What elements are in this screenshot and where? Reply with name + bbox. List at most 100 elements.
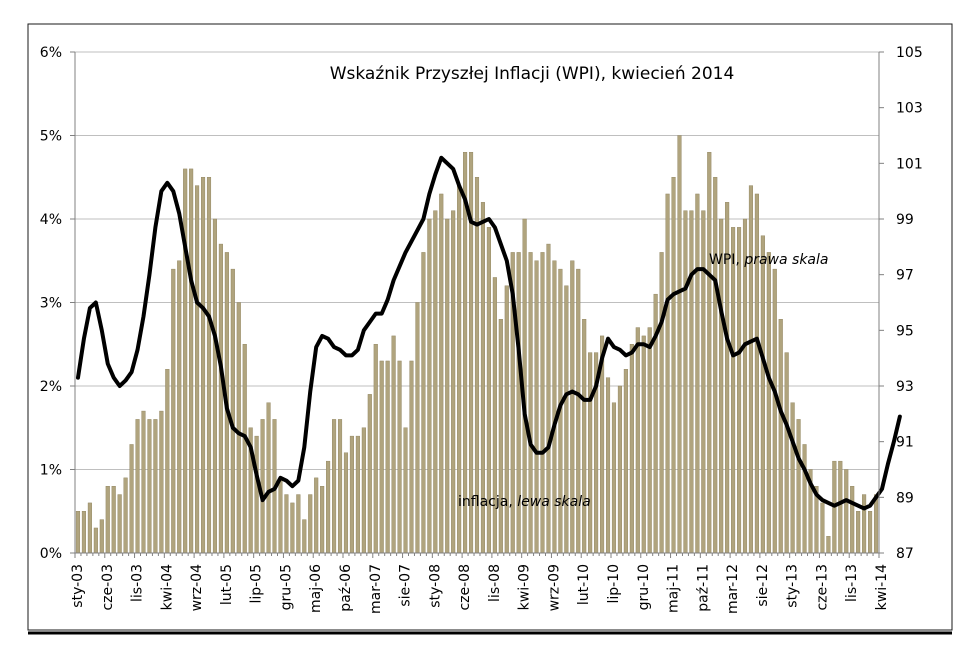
inflation-bar [302,519,307,554]
inflation-bar [159,410,164,554]
inflation-bar [605,377,611,554]
inflation-bar [641,335,646,554]
inflation-bar [647,327,652,554]
inflation-bar [367,394,372,554]
inflation-bar [498,319,503,554]
inflation-bar [629,344,634,554]
inflation-bar [826,536,831,554]
inflation-bar [713,177,718,554]
inflation-bar [737,227,742,554]
inflation-bar [349,435,354,554]
inflation-bar [117,494,122,554]
inflation-bar [862,494,867,554]
x-tick-label: paź-06 [338,564,354,612]
left-tick-label: 0% [40,546,62,562]
inflation-bar [439,193,444,554]
x-tick-label: sty-08 [427,564,443,608]
wpi-line [75,155,902,511]
x-tick-label: lis-03 [130,564,146,602]
inflation-bar [784,352,789,554]
inflation-bar [314,477,319,554]
inflation-bar [171,268,176,554]
inflation-bar [707,151,712,554]
inflation-bar [200,177,206,554]
x-tick-label: maj-11 [666,564,682,613]
inflation-bar [195,185,200,554]
inflation-bar [427,218,432,554]
inflation-bar [796,419,801,554]
inflation-bar [742,218,748,554]
inflation-bar [873,494,879,554]
inflation-bar [266,402,271,554]
x-tick-label: cze-03 [100,564,116,611]
inflation-bar [212,218,218,554]
inflation-bar [838,460,843,554]
inflation-bar [415,302,420,554]
inflation-bar [165,369,170,554]
inflation-bar [135,419,140,554]
inflation-bar [748,185,753,554]
left-tick-label: 3% [40,296,62,312]
inflation-bar [856,511,861,554]
inflation-bar [778,319,783,554]
left-tick-label: 2% [40,379,62,395]
left-tick-label: 5% [40,129,62,145]
right-tick-label: 105 [896,45,923,61]
inflation-bar [361,427,366,554]
inflation-bar [87,502,92,554]
left-axis-ticks: 0% 1% 2% 3% 4% 5% 6% [40,45,75,562]
inflation-bar [409,360,414,554]
right-tick-label: 91 [896,435,914,451]
inflation-bar [564,285,569,554]
inflation-bar [93,527,98,554]
inflation-bar [242,344,247,554]
inflation-bar [189,168,194,554]
x-tick-label: maj-06 [308,564,324,613]
inflation-bar [355,435,360,554]
inflation-bar [123,477,128,554]
inflation-bar [218,243,223,554]
inflation-bar [326,460,331,554]
inflation-bar [850,486,855,554]
inflation-bar [671,177,676,554]
x-tick-label: lip-10 [606,564,622,604]
x-tick-label: mar-12 [725,564,741,614]
inflation-bar [236,302,241,554]
inflation-bar [308,494,313,554]
x-tick-label: sie-07 [398,564,414,607]
x-tick-label: kwi-09 [517,564,533,610]
right-axis-ticks: 87 89 91 93 95 97 99 101 103 105 [879,45,923,562]
inflation-bar [397,360,402,554]
chart-title: Wskaźnik Przyszłej Inflacji (WPI), kwiec… [330,64,735,84]
right-tick-label: 95 [896,323,914,339]
right-tick-label: 101 [896,156,923,172]
x-tick-label: cze-13 [814,564,830,611]
x-tick-label: wrz-04 [189,564,205,612]
inflation-bar [731,227,736,554]
right-tick-label: 87 [896,546,914,562]
inflation-bar [766,252,771,554]
inflation-bar [868,511,873,554]
chart-frame [27,23,953,631]
inflation-bar [504,285,509,554]
inflation-bar [147,419,152,554]
inflation-bar [659,252,664,554]
x-tick-label: gru-05 [278,564,294,610]
x-tick-label: paź-11 [695,564,711,612]
inflation-bar [790,402,795,554]
right-tick-label: 103 [896,101,923,117]
x-tick-label: lut-05 [219,564,235,605]
inflation-bar [296,494,301,554]
inflation-bar [760,235,765,554]
inflation-bar [701,210,706,554]
x-tick-label: kwi-04 [159,564,175,610]
inflation-bar [373,344,378,554]
inflation-bar [683,210,688,554]
inflation-bar [99,519,104,554]
left-tick-label: 6% [40,45,62,61]
inflation-bar [588,352,593,554]
inflation-bar [665,193,670,554]
inflation-bar [278,477,283,554]
x-tick-label: kwi-14 [874,564,890,610]
